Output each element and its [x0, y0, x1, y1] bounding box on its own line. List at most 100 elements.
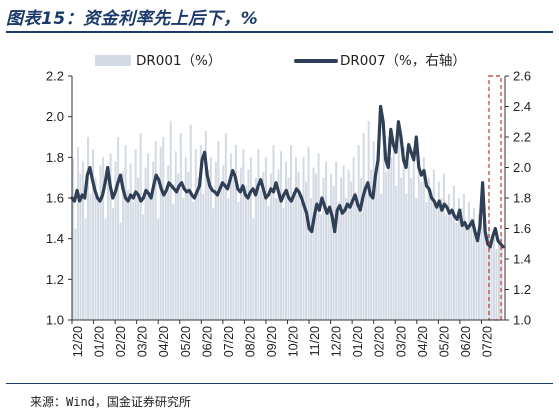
bar	[440, 198, 443, 320]
bar	[224, 132, 227, 320]
bar	[412, 153, 415, 320]
bar	[360, 177, 363, 320]
bar	[207, 169, 210, 320]
bar	[357, 145, 360, 320]
bar	[179, 132, 182, 320]
bar	[300, 202, 303, 320]
x-tick-label: 01/20	[93, 326, 107, 357]
bar	[482, 218, 485, 320]
x-tick-label: 02/20	[114, 326, 128, 357]
y-left-tick-label: 1.0	[46, 313, 64, 328]
bar	[162, 137, 165, 320]
bar	[447, 193, 450, 320]
x-tick-label: 04/20	[157, 326, 171, 357]
bar	[229, 153, 232, 320]
bar	[194, 149, 197, 320]
bar	[184, 157, 187, 320]
bar	[375, 177, 378, 320]
bar	[395, 185, 398, 320]
bar	[362, 132, 365, 320]
bar	[104, 218, 107, 320]
bar	[337, 202, 340, 320]
bar	[480, 226, 483, 320]
bar	[129, 163, 132, 320]
bar	[217, 141, 220, 320]
bar	[199, 145, 202, 320]
bar	[137, 177, 140, 320]
bar	[84, 218, 87, 320]
bar	[307, 147, 310, 320]
bar	[132, 202, 135, 320]
bar	[282, 208, 285, 320]
bar	[330, 173, 333, 320]
bar	[400, 177, 403, 320]
bar	[247, 169, 250, 320]
x-tick-label: 11/20	[308, 326, 322, 356]
bar	[467, 202, 470, 320]
y-left-tick-label: 1.6	[46, 191, 64, 206]
bar	[315, 173, 318, 320]
bar	[325, 161, 328, 320]
bar	[87, 137, 90, 320]
bar	[277, 169, 280, 320]
bar	[222, 165, 225, 320]
bar	[397, 126, 400, 320]
bar	[407, 161, 410, 320]
bar	[127, 189, 130, 320]
figure-title: 图表15：资金利率先上后下，%	[6, 9, 259, 29]
bar	[427, 177, 430, 320]
bar	[462, 193, 465, 320]
source-note: 来源：Wind，国金证券研究所	[30, 395, 191, 409]
bar	[332, 185, 335, 320]
bar	[214, 161, 217, 320]
bar	[420, 181, 423, 320]
bar	[94, 177, 97, 320]
x-tick-label: 02/20	[373, 326, 387, 357]
bar	[189, 124, 192, 320]
bar	[284, 161, 287, 320]
bar	[465, 228, 468, 320]
bar	[254, 177, 257, 320]
bar	[202, 193, 205, 320]
bar	[387, 137, 390, 320]
bar	[244, 185, 247, 320]
bar	[452, 185, 455, 320]
x-tick-label: 07/20	[480, 326, 494, 357]
bar	[382, 149, 385, 320]
y-right-tick-label: 1.0	[513, 313, 531, 328]
x-tick-label: 12/20	[71, 326, 85, 357]
y-right-tick-label: 1.2	[513, 282, 531, 297]
bar	[290, 145, 293, 320]
bar	[74, 228, 77, 320]
bar	[367, 120, 370, 320]
bar	[279, 151, 282, 320]
bar	[472, 208, 475, 320]
bar	[287, 177, 290, 320]
bar	[422, 157, 425, 320]
bar	[377, 126, 380, 320]
bar	[177, 173, 180, 320]
y-left-tick-label: 1.2	[46, 272, 64, 287]
bar	[432, 169, 435, 320]
bar	[187, 171, 190, 320]
bar	[249, 157, 252, 320]
bar	[252, 218, 255, 320]
x-tick-label: 06/20	[459, 326, 473, 357]
bar	[172, 204, 175, 320]
legend-label-dr001: DR001（%）	[136, 53, 221, 69]
y-left-tick-label: 1.8	[46, 150, 64, 165]
bar	[212, 208, 215, 320]
bar	[487, 228, 490, 320]
bar	[97, 198, 100, 320]
bar	[345, 198, 348, 320]
bar	[495, 248, 498, 320]
x-tick-label: 12/20	[330, 326, 344, 357]
bar	[99, 165, 102, 320]
bar	[209, 157, 212, 320]
bar	[272, 145, 275, 320]
bar	[390, 157, 393, 320]
bar	[264, 157, 267, 320]
bar	[485, 242, 488, 320]
bar	[437, 181, 440, 320]
bar	[274, 198, 277, 320]
